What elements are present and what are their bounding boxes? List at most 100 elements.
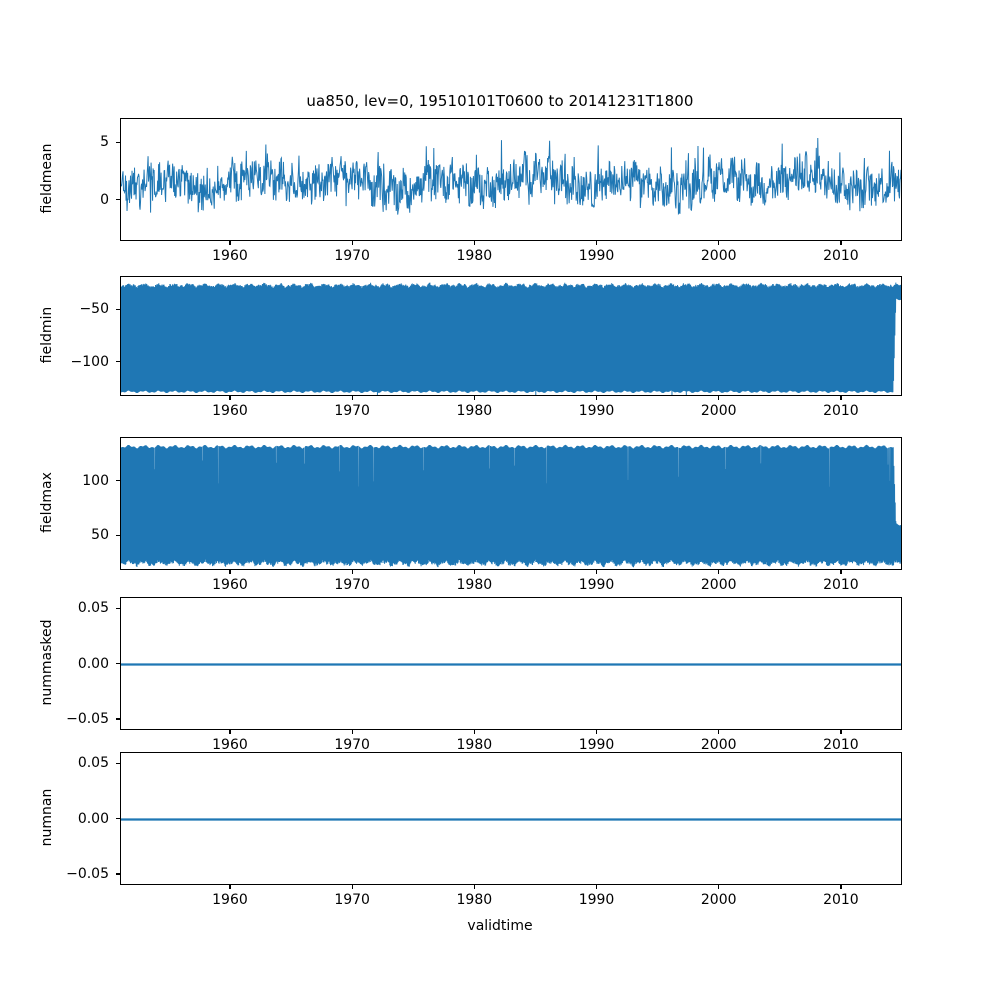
x-tick-mark [596, 730, 598, 734]
x-tick-mark [473, 241, 475, 245]
x-tick-label: 2000 [700, 892, 737, 908]
y-tick-mark [116, 534, 120, 536]
x-tick-label: 1990 [578, 577, 615, 593]
axes-frame-fieldmax [120, 437, 902, 570]
y-tick-mark [116, 141, 120, 143]
x-tick-mark [596, 396, 598, 400]
y-tick-mark [116, 762, 120, 764]
x-tick-label: 1970 [334, 248, 370, 264]
y-axis-label-nummasked: nummasked [39, 619, 55, 706]
x-tick-label: 1980 [456, 403, 493, 419]
x-tick-label: 1980 [456, 892, 493, 908]
y-tick-mark [116, 361, 120, 363]
x-tick-mark [229, 885, 231, 889]
data-trace-fieldmean [121, 138, 901, 216]
x-tick-label: 1990 [578, 403, 615, 419]
x-tick-label: 1960 [212, 892, 248, 908]
x-tick-mark [473, 885, 475, 889]
y-tick-mark [116, 480, 120, 482]
x-tick-label: 1970 [334, 577, 370, 593]
y-tick-label: −0.05 [66, 710, 109, 727]
x-tick-label: 1990 [578, 248, 615, 264]
y-tick-mark [116, 607, 120, 609]
y-tick-label: −0.05 [66, 865, 109, 882]
y-tick-label: 5 [100, 134, 109, 151]
y-tick-mark [116, 818, 120, 820]
x-tick-mark [840, 570, 842, 574]
data-trace-fieldmin [121, 282, 901, 395]
y-tick-mark [116, 718, 120, 720]
figure-title: ua850, lev=0, 19510101T0600 to 20141231T… [306, 92, 694, 110]
y-tick-label: 0.00 [77, 655, 109, 672]
data-trace-fieldmax [121, 444, 901, 568]
x-tick-label: 1960 [212, 577, 248, 593]
x-tick-label: 1960 [212, 248, 248, 264]
x-tick-mark [718, 570, 720, 574]
y-tick-label: −50 [79, 301, 109, 318]
x-tick-mark [718, 730, 720, 734]
x-tick-mark [351, 570, 353, 574]
x-tick-mark [351, 241, 353, 245]
y-tick-label: 0 [100, 191, 109, 208]
data-trace-nummasked [121, 663, 901, 666]
axes-frame-fieldmean [120, 118, 902, 241]
x-tick-label: 1960 [212, 403, 248, 419]
x-tick-label: 1990 [578, 892, 615, 908]
x-tick-mark [351, 885, 353, 889]
x-tick-mark [718, 396, 720, 400]
y-axis-label-fieldmin: fieldmin [39, 306, 55, 364]
x-tick-mark [840, 885, 842, 889]
y-tick-mark [116, 873, 120, 875]
panel-numnan [120, 752, 902, 885]
data-trace-numnan [121, 818, 901, 821]
axes-frame-fieldmin [120, 276, 902, 396]
x-tick-label: 1990 [578, 737, 615, 753]
panel-fieldmax [120, 437, 902, 570]
y-tick-label: 0.00 [77, 810, 109, 827]
y-tick-mark [116, 199, 120, 201]
x-tick-label: 2000 [700, 248, 737, 264]
x-tick-mark [596, 241, 598, 245]
x-tick-mark [596, 885, 598, 889]
x-tick-label: 2000 [700, 403, 737, 419]
x-tick-mark [229, 241, 231, 245]
x-tick-label: 2010 [823, 403, 859, 419]
x-tick-mark [229, 396, 231, 400]
x-tick-label: 1970 [334, 892, 370, 908]
x-tick-label: 2010 [823, 737, 859, 753]
x-tick-mark [229, 730, 231, 734]
x-tick-label: 2010 [823, 892, 859, 908]
y-tick-mark [116, 308, 120, 310]
panel-fieldmean [120, 118, 902, 241]
x-tick-mark [840, 396, 842, 400]
x-tick-mark [351, 396, 353, 400]
x-tick-mark [840, 730, 842, 734]
x-axis-label: validtime [467, 918, 533, 934]
x-tick-mark [473, 730, 475, 734]
x-tick-label: 1980 [456, 737, 493, 753]
x-tick-mark [229, 570, 231, 574]
x-tick-mark [596, 570, 598, 574]
x-tick-label: 2000 [700, 737, 737, 753]
x-tick-mark [840, 241, 842, 245]
axes-frame-nummasked [120, 597, 902, 730]
x-tick-label: 2010 [823, 248, 859, 264]
x-tick-label: 1980 [456, 248, 493, 264]
x-tick-label: 1970 [334, 737, 370, 753]
x-tick-mark [473, 396, 475, 400]
y-tick-label: 100 [82, 472, 109, 489]
y-axis-label-fieldmean: fieldmean [39, 143, 55, 214]
y-tick-mark [116, 663, 120, 665]
y-axis-label-numnan: numnan [39, 788, 55, 847]
axes-frame-numnan [120, 752, 902, 885]
x-tick-mark [351, 730, 353, 734]
panel-fieldmin [120, 276, 902, 396]
panel-nummasked [120, 597, 902, 730]
y-tick-label: 0.05 [77, 755, 109, 772]
y-tick-label: 50 [91, 527, 109, 544]
x-tick-mark [718, 241, 720, 245]
y-axis-label-fieldmax: fieldmax [39, 472, 55, 533]
x-tick-label: 2000 [700, 577, 737, 593]
x-tick-label: 1960 [212, 737, 248, 753]
